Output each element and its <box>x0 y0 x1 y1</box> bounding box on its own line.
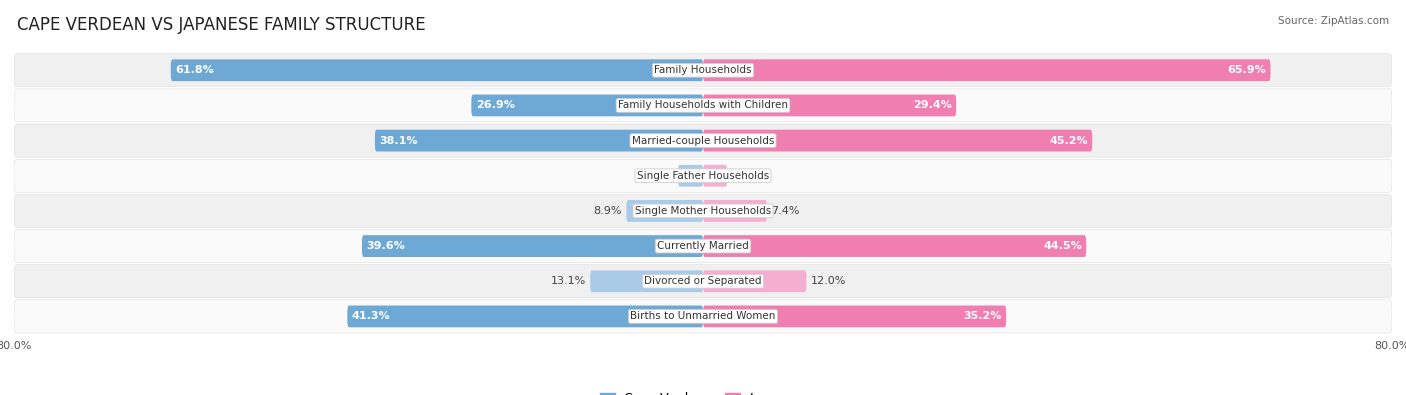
FancyBboxPatch shape <box>626 200 703 222</box>
FancyBboxPatch shape <box>703 200 766 222</box>
Text: 45.2%: 45.2% <box>1049 135 1088 146</box>
Text: 39.6%: 39.6% <box>367 241 405 251</box>
Text: Single Father Households: Single Father Households <box>637 171 769 181</box>
Text: 7.4%: 7.4% <box>770 206 800 216</box>
Text: CAPE VERDEAN VS JAPANESE FAMILY STRUCTURE: CAPE VERDEAN VS JAPANESE FAMILY STRUCTUR… <box>17 16 426 34</box>
FancyBboxPatch shape <box>703 235 1087 257</box>
FancyBboxPatch shape <box>703 305 1007 327</box>
Text: 61.8%: 61.8% <box>176 65 214 75</box>
FancyBboxPatch shape <box>347 305 703 327</box>
Text: 65.9%: 65.9% <box>1227 65 1267 75</box>
FancyBboxPatch shape <box>703 94 956 116</box>
FancyBboxPatch shape <box>14 229 1392 263</box>
Text: Family Households with Children: Family Households with Children <box>619 100 787 111</box>
FancyBboxPatch shape <box>14 194 1392 228</box>
FancyBboxPatch shape <box>375 130 703 152</box>
Text: Family Households: Family Households <box>654 65 752 75</box>
Text: 44.5%: 44.5% <box>1043 241 1083 251</box>
Text: 41.3%: 41.3% <box>352 311 391 322</box>
FancyBboxPatch shape <box>14 159 1392 192</box>
Text: Births to Unmarried Women: Births to Unmarried Women <box>630 311 776 322</box>
FancyBboxPatch shape <box>703 130 1092 152</box>
FancyBboxPatch shape <box>678 165 703 187</box>
Text: Currently Married: Currently Married <box>657 241 749 251</box>
Text: Married-couple Households: Married-couple Households <box>631 135 775 146</box>
FancyBboxPatch shape <box>170 59 703 81</box>
FancyBboxPatch shape <box>14 89 1392 122</box>
FancyBboxPatch shape <box>591 270 703 292</box>
Text: 12.0%: 12.0% <box>811 276 846 286</box>
FancyBboxPatch shape <box>361 235 703 257</box>
FancyBboxPatch shape <box>703 270 807 292</box>
FancyBboxPatch shape <box>703 59 1271 81</box>
Text: 13.1%: 13.1% <box>551 276 586 286</box>
FancyBboxPatch shape <box>14 300 1392 333</box>
FancyBboxPatch shape <box>14 124 1392 157</box>
Text: Source: ZipAtlas.com: Source: ZipAtlas.com <box>1278 16 1389 26</box>
FancyBboxPatch shape <box>14 54 1392 87</box>
Text: 29.4%: 29.4% <box>912 100 952 111</box>
Text: 2.8%: 2.8% <box>731 171 759 181</box>
Text: 26.9%: 26.9% <box>475 100 515 111</box>
FancyBboxPatch shape <box>703 165 727 187</box>
Text: 38.1%: 38.1% <box>380 135 418 146</box>
Legend: Cape Verdean, Japanese: Cape Verdean, Japanese <box>595 387 811 395</box>
FancyBboxPatch shape <box>471 94 703 116</box>
FancyBboxPatch shape <box>14 265 1392 298</box>
Text: 2.9%: 2.9% <box>645 171 673 181</box>
Text: 35.2%: 35.2% <box>963 311 1002 322</box>
Text: Single Mother Households: Single Mother Households <box>636 206 770 216</box>
Text: 8.9%: 8.9% <box>593 206 621 216</box>
Text: Divorced or Separated: Divorced or Separated <box>644 276 762 286</box>
